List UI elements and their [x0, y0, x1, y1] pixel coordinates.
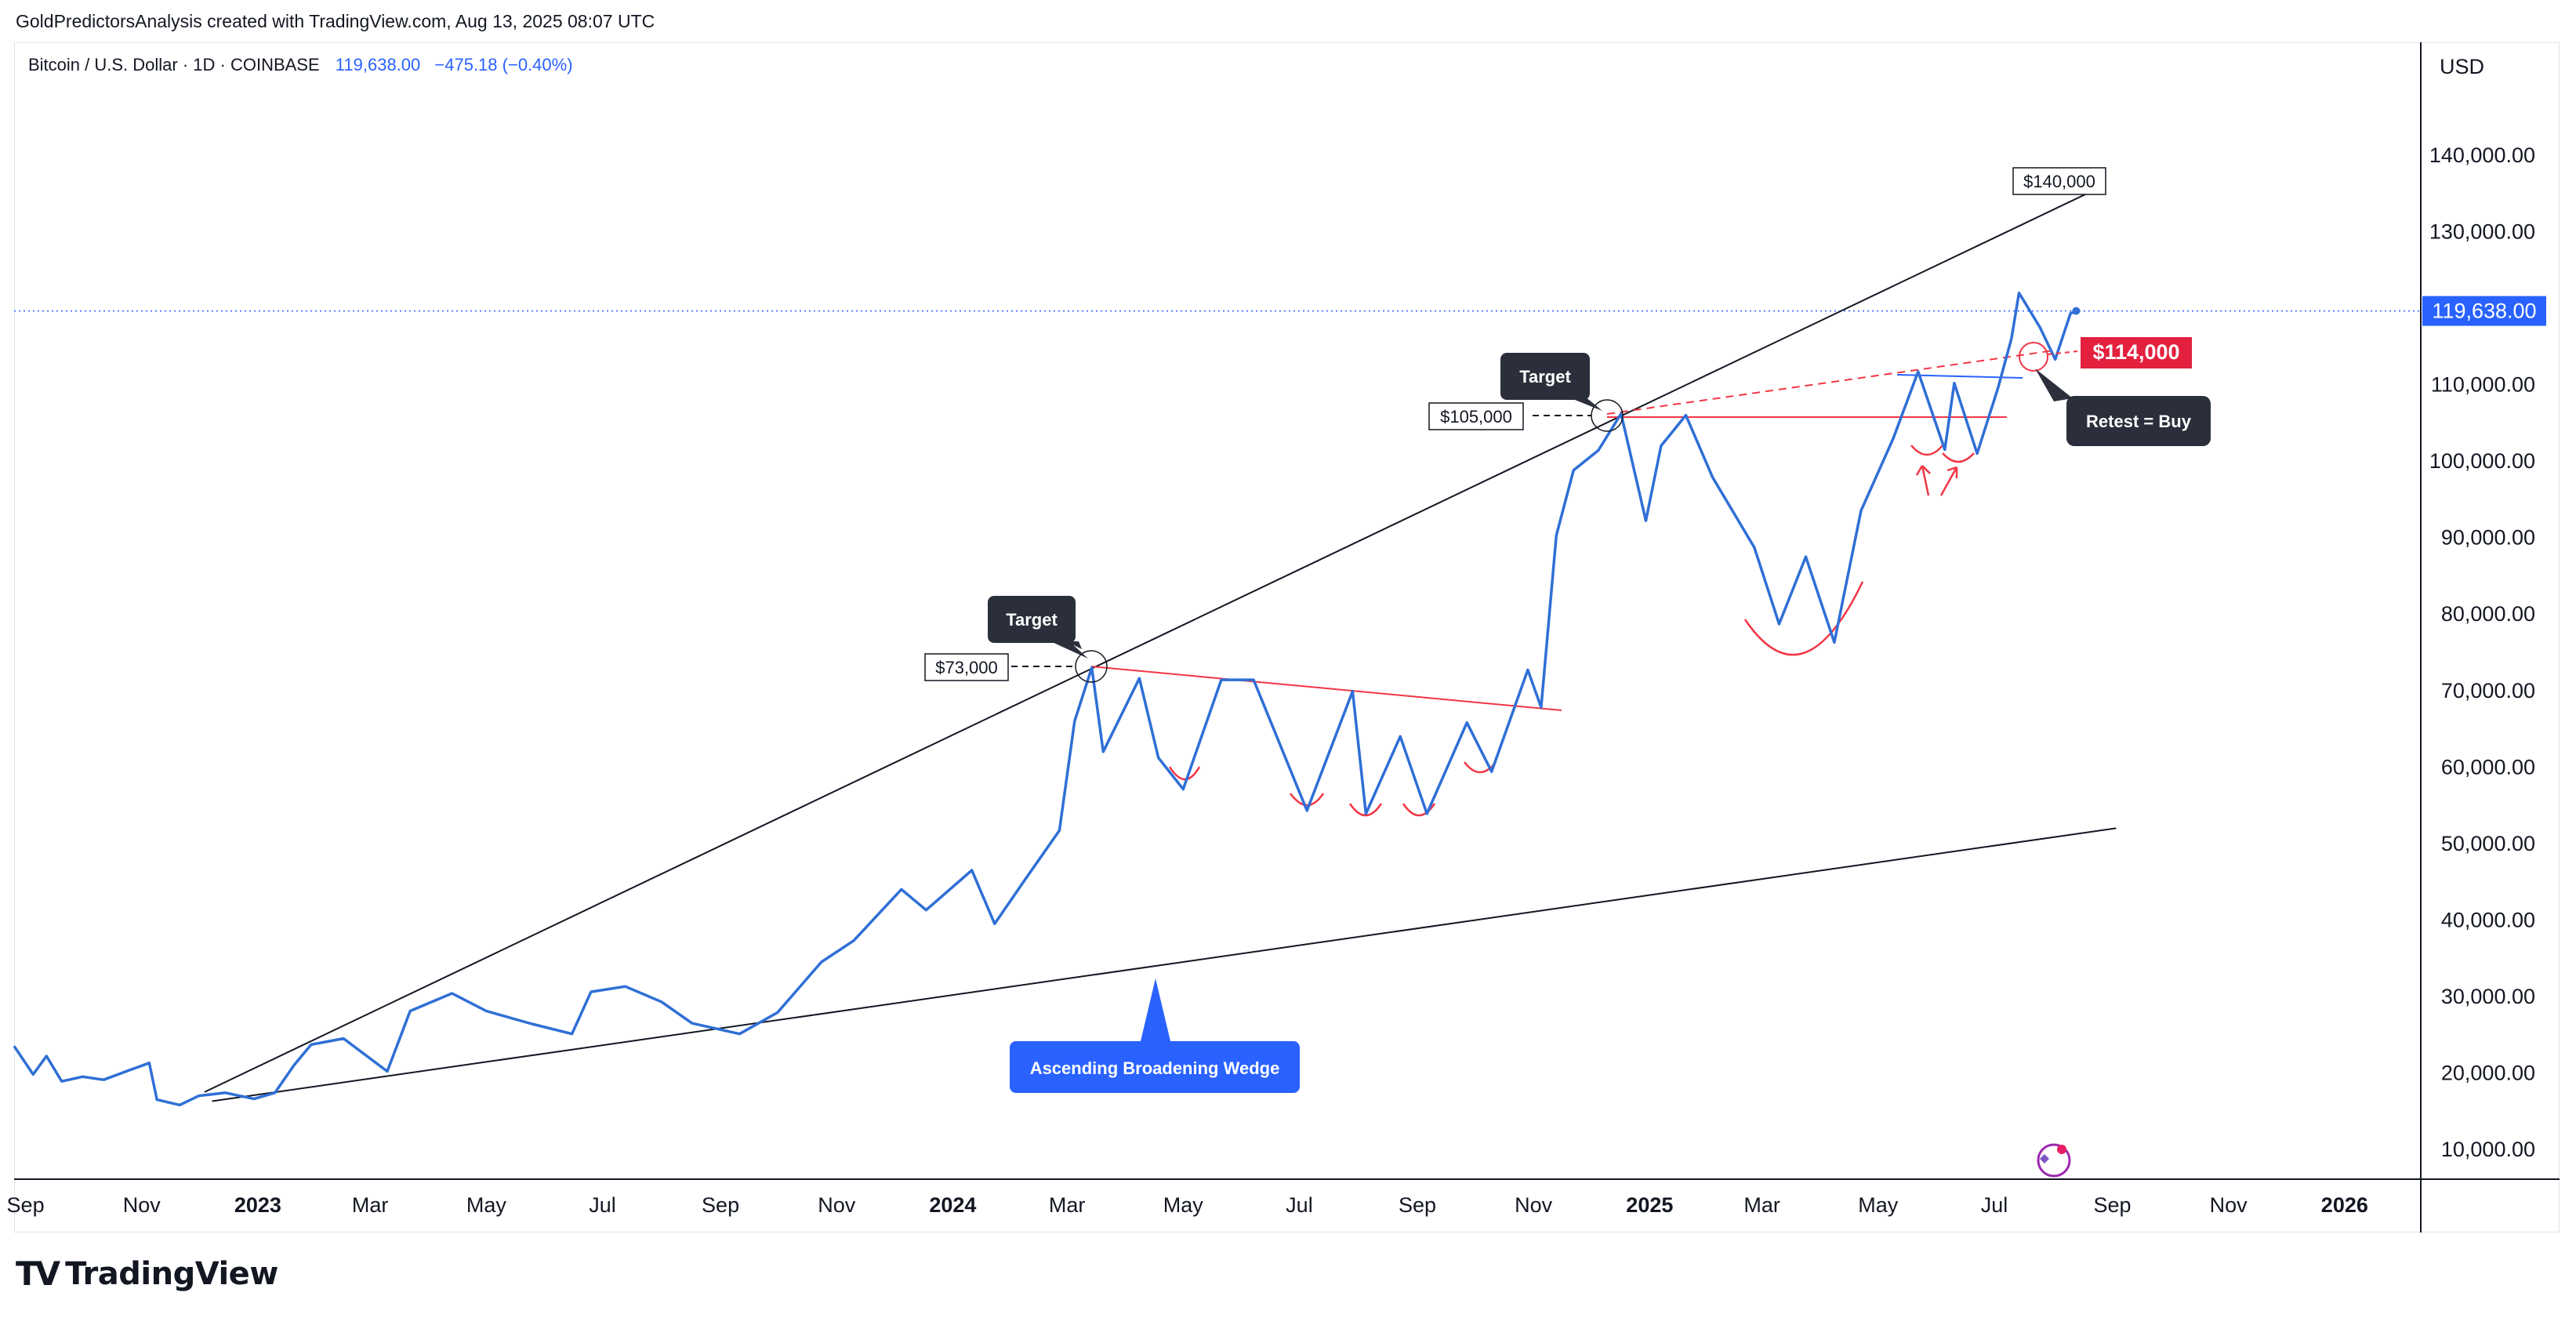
legend-price: 119,638.00 — [335, 55, 421, 74]
price-tick-label: 100,000.00 — [2429, 449, 2535, 473]
symbol-legend[interactable]: Bitcoin / U.S. Dollar · 1D · COINBASE 11… — [28, 55, 573, 75]
price-tick-label: 140,000.00 — [2429, 143, 2535, 167]
dip-arc-3 — [1348, 803, 1383, 817]
retest-buy-callout: Retest = Buy — [2035, 368, 2211, 446]
target-callout-2024: Target — [988, 596, 1088, 659]
time-tick-label: May — [1163, 1193, 1204, 1217]
price-box-73k: $73,000 — [924, 653, 1009, 681]
time-tick-label: May — [466, 1193, 507, 1217]
time-tick-label: Sep — [7, 1193, 45, 1217]
dip-arc-4 — [1402, 803, 1436, 817]
time-tick-label: May — [1858, 1193, 1899, 1217]
price-tick-label: 130,000.00 — [2429, 220, 2535, 244]
price-tick-label: 50,000.00 — [2441, 832, 2535, 855]
time-tick-label: Sep — [702, 1193, 739, 1217]
price-tick-label: 20,000.00 — [2441, 1061, 2535, 1084]
time-tick-label: Jul — [589, 1193, 616, 1217]
svg-text:Ascending Broadening Wedge: Ascending Broadening Wedge — [1030, 1058, 1280, 1078]
price-tick-label: 70,000.00 — [2441, 679, 2535, 702]
svg-text:Target: Target — [1519, 367, 1571, 387]
time-axis-ticks: Sep Nov 2023 Mar May Jul Sep Nov 2024 Mar May Jul Se… — [7, 1193, 2368, 1217]
svg-text:Retest = Buy: Retest = Buy — [2086, 412, 2192, 431]
last-price-dot — [2072, 307, 2081, 315]
time-tick-label: Mar — [1049, 1193, 1086, 1217]
price-tick-label: 110,000.00 — [2431, 373, 2535, 397]
time-tick-label: 2025 — [1626, 1193, 1673, 1217]
svg-text:Target: Target — [1006, 610, 1058, 630]
svg-text:$140,000: $140,000 — [2023, 172, 2095, 191]
price-tick-label: 90,000.00 — [2441, 526, 2535, 550]
legend-change: −475.18 (−0.40%) — [434, 55, 573, 74]
chart-credit: GoldPredictorsAnalysis created with Trad… — [16, 11, 655, 31]
svg-text:$105,000: $105,000 — [1440, 407, 1512, 427]
target-circle-105k — [1591, 399, 1624, 432]
sparkle-icon[interactable] — [2037, 1143, 2071, 1178]
time-tick-label: Nov — [2210, 1193, 2248, 1217]
time-tick-label: Jul — [1286, 1193, 1313, 1217]
time-tick-label: Nov — [123, 1193, 161, 1217]
svg-text:$73,000: $73,000 — [935, 658, 998, 677]
time-tick-label: Nov — [818, 1193, 856, 1217]
target-circle-73k — [1075, 650, 1108, 683]
arrow-up-2 — [1939, 466, 1958, 496]
time-tick-label: Nov — [1515, 1193, 1553, 1217]
retest-dashed-line — [1606, 350, 2055, 415]
tradingview-logo[interactable]: TV TradingView — [16, 1254, 278, 1293]
price-series-line — [13, 291, 2077, 1107]
dip-arc-1 — [1168, 766, 1201, 781]
svg-text:119,638.00: 119,638.00 — [2432, 299, 2536, 323]
time-tick-label: Sep — [2094, 1193, 2132, 1217]
price-box-140k: $140,000 — [2012, 167, 2106, 195]
arrow-up-1 — [1915, 465, 1931, 496]
dip-arc-6 — [1910, 445, 1943, 456]
retest-price-tag: $114,000 — [2081, 337, 2192, 368]
resistance-line-2024 — [1090, 666, 1562, 711]
wedge-label: Ascending Broadening Wedge — [1010, 978, 1300, 1093]
time-tick-label: Mar — [352, 1193, 389, 1217]
retest-circle — [2019, 342, 2048, 372]
wedge-upper-trendline — [204, 188, 2096, 1093]
last-price-tag: 119,638.00 — [2422, 296, 2546, 326]
cup-arc — [1743, 581, 1864, 656]
chart-frame — [14, 42, 2560, 1232]
target-callout-2025: Target — [1500, 353, 1602, 411]
time-tick-label: Jul — [1981, 1193, 2008, 1217]
time-tick-label: Sep — [1399, 1193, 1436, 1217]
price-box-105k: $105,000 — [1428, 402, 1524, 430]
time-tick-label: 2024 — [929, 1193, 976, 1217]
price-tick-label: 10,000.00 — [2441, 1138, 2535, 1161]
symbol-name: Bitcoin / U.S. Dollar · 1D · COINBASE — [28, 55, 320, 74]
svg-text:$114,000: $114,000 — [2092, 340, 2179, 364]
price-tick-label: 40,000.00 — [2441, 908, 2535, 931]
dip-arc-2 — [1289, 793, 1325, 807]
dip-arc-7 — [1942, 452, 1975, 463]
wedge-lower-trendline — [212, 827, 2117, 1102]
price-tick-label: 60,000.00 — [2441, 755, 2535, 779]
tradingview-logo-mark: TV — [16, 1254, 60, 1293]
currency-label: USD — [2440, 55, 2484, 78]
time-tick-label: 2023 — [234, 1193, 281, 1217]
time-tick-label: 2026 — [2321, 1193, 2368, 1217]
price-tick-label: 80,000.00 — [2441, 602, 2535, 626]
time-tick-label: Mar — [1743, 1193, 1780, 1217]
tradingview-logo-word: TradingView — [65, 1255, 278, 1292]
price-tick-label: 30,000.00 — [2441, 985, 2535, 1008]
